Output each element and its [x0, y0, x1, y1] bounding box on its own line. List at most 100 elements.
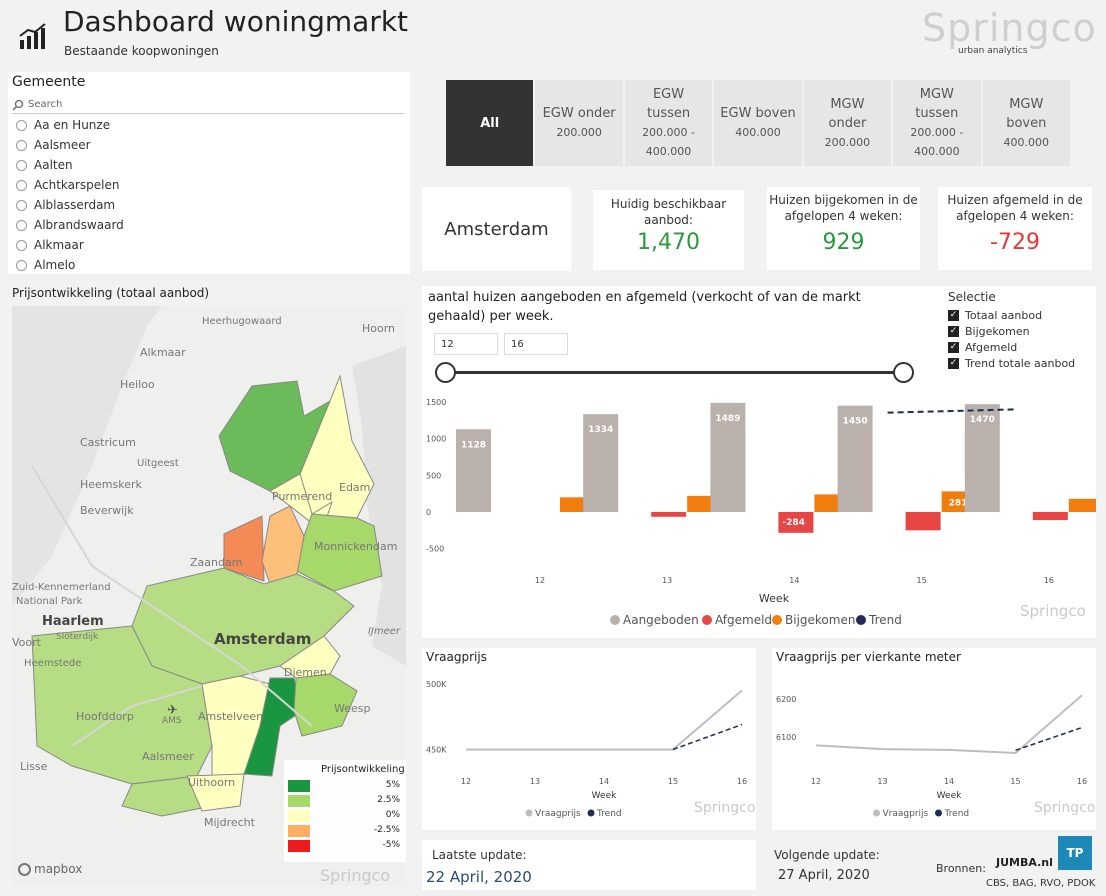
gemeente-item[interactable]: Alkmaar	[16, 238, 84, 252]
legend-label: 2.5%	[377, 795, 400, 805]
x-tick-label: 14	[944, 777, 954, 786]
selectie-checkbox[interactable]: ✓ Afgemeld	[948, 339, 1088, 355]
checkbox-icon[interactable]: ✓	[948, 309, 959, 321]
jumba-logo: JUMBA.nl	[996, 856, 1053, 869]
gemeente-filter: Gemeente Search Aa en Hunze Aalsmeer Aalte…	[8, 72, 410, 274]
region-diemen	[279, 635, 341, 679]
ijmeer-water	[352, 346, 406, 666]
tab-label-line: onder	[828, 115, 867, 131]
tab-label-line: 200.000	[824, 135, 871, 149]
bar-afgemeld[interactable]	[905, 512, 941, 531]
bar-aangeboden[interactable]	[837, 405, 873, 512]
vraagprijs-panel: Vraagprijs 450K 500K 12 13 14 15 16 Week Vraagpr…	[422, 648, 756, 830]
bar-afgemeld[interactable]	[651, 512, 687, 517]
search-input[interactable]: Search	[12, 96, 404, 114]
map-place-label: Zuid-Kennemerland	[12, 582, 111, 593]
legend-swatch	[288, 780, 310, 792]
map-place-label: Heemskerk	[80, 478, 142, 491]
checkbox-icon[interactable]: ✓	[948, 341, 959, 353]
radio-icon[interactable]	[16, 259, 27, 271]
line-trend	[672, 723, 743, 751]
map-place-label: Heiloo	[120, 378, 155, 391]
city-name: Amsterdam	[444, 219, 549, 240]
last-update-value: 22 April, 2020	[426, 868, 532, 886]
range-slider-handle-left[interactable]	[435, 362, 456, 383]
radio-icon[interactable]	[16, 119, 27, 131]
gemeente-item-label: Alkmaar	[34, 238, 84, 252]
bar-afgemeld[interactable]	[1032, 512, 1068, 521]
type-tabs: All EGW onder 200.000 EGW tussen 200.000 - 400…	[446, 80, 1072, 166]
selectie-checkbox[interactable]: ✓ Bijgekomen	[948, 323, 1088, 339]
gemeente-item[interactable]: Achtkarspelen	[16, 178, 120, 192]
tab-label-line: EGW	[652, 87, 685, 102]
bar-bijgekomen[interactable]	[1068, 498, 1096, 512]
legend-label: Trend	[944, 809, 970, 819]
tab-3[interactable]: EGW boven 400.000	[714, 80, 802, 166]
legend-label: -2.5%	[373, 825, 400, 835]
map-place-label: Amsterdam	[214, 630, 312, 648]
next-update: Volgende update: 27 April, 2020	[772, 848, 922, 890]
tab-label-line: EGW onder	[542, 106, 616, 121]
tab-4[interactable]: MGW onder 200.000	[803, 80, 892, 166]
x-tick-label: 16	[737, 777, 747, 786]
weekly-title-1: aantal huizen aangeboden en afgemeld (ve…	[428, 290, 861, 305]
bar-label-aangeboden: 1450	[843, 417, 868, 427]
radio-icon[interactable]	[16, 239, 27, 251]
range-to-input[interactable]: 16	[504, 333, 568, 355]
vraagprijs-title: Vraagprijs	[426, 650, 487, 664]
tab-2[interactable]: EGW tussen 200.000 - 400.000	[624, 80, 713, 166]
radio-icon[interactable]	[16, 179, 27, 191]
gemeente-item[interactable]: Almelo	[16, 258, 75, 272]
tab-label-line: 400.000	[914, 145, 960, 158]
range-from-input[interactable]: 12	[434, 333, 498, 355]
x-tick-label: 13	[877, 777, 887, 786]
gemeente-item[interactable]: Aalten	[16, 158, 73, 172]
checkbox-icon[interactable]: ✓	[948, 325, 959, 337]
tab-label-line: MGW	[919, 87, 954, 102]
bar-afgemeld[interactable]	[778, 512, 814, 533]
map-place-label: Uithoorn	[188, 776, 236, 789]
y-tick-label: -500	[426, 545, 444, 554]
x-tick-label: 12	[535, 576, 545, 585]
range-slider-track[interactable]	[444, 371, 905, 374]
map-place-label: Edam	[339, 481, 371, 494]
gemeente-item[interactable]: Albrandswaard	[16, 218, 124, 232]
map-panel[interactable]: ✈ Heerhugowaard Hoorn Alkmaar Heiloo Castric…	[12, 306, 406, 886]
tab-1[interactable]: EGW onder 200.000	[535, 80, 623, 166]
map-legend-title: Prijsontwikkeling	[321, 764, 405, 775]
range-slider-handle-right[interactable]	[893, 362, 914, 383]
checkbox-icon[interactable]: ✓	[948, 357, 959, 369]
gemeente-item[interactable]: Alblasserdam	[16, 198, 115, 212]
selectie-checkbox[interactable]: ✓ Trend totale aanbod	[948, 355, 1088, 371]
tab-label-line: 400.000	[735, 126, 781, 139]
tab-0[interactable]: All	[446, 80, 534, 166]
gemeente-title: Gemeente	[12, 74, 86, 90]
y-tick-label: 1000	[426, 435, 446, 444]
last-update-label: Laatste update:	[432, 848, 527, 862]
bar-aangeboden[interactable]	[964, 404, 1000, 512]
last-update-card: Laatste update: 22 April, 2020	[422, 840, 756, 890]
bar-aangeboden[interactable]	[583, 414, 619, 512]
city-card: Amsterdam	[422, 187, 571, 271]
radio-icon[interactable]	[16, 219, 27, 231]
x-tick-label: 14	[789, 576, 799, 585]
tab-5[interactable]: MGW tussen 200.000 - 400.000	[893, 80, 981, 166]
tab-label-line: 200.000	[556, 126, 602, 139]
radio-icon[interactable]	[16, 139, 27, 151]
gemeente-item[interactable]: Aa en Hunze	[16, 118, 110, 132]
selectie-checkbox[interactable]: ✓ Totaal aanbod	[948, 307, 1088, 323]
gemeente-item-label: Aalsmeer	[34, 138, 91, 152]
map-place-label: Beverwijk	[80, 504, 134, 517]
tab-6[interactable]: MGW boven 400.000	[982, 80, 1070, 166]
radio-icon[interactable]	[16, 159, 27, 171]
kpi-available-title-2: aanbod:	[644, 213, 693, 227]
tab-label-line: All	[480, 115, 500, 131]
radio-icon[interactable]	[16, 199, 27, 211]
search-placeholder: Search	[28, 99, 63, 110]
bar-aangeboden[interactable]	[710, 402, 746, 512]
gemeente-item[interactable]: Aalsmeer	[16, 138, 91, 152]
x-axis-label: Week	[592, 791, 617, 801]
tp-logo: TP	[1058, 836, 1092, 870]
bar-aangeboden[interactable]	[456, 429, 491, 512]
map-place-label: Zaandam	[190, 556, 243, 569]
